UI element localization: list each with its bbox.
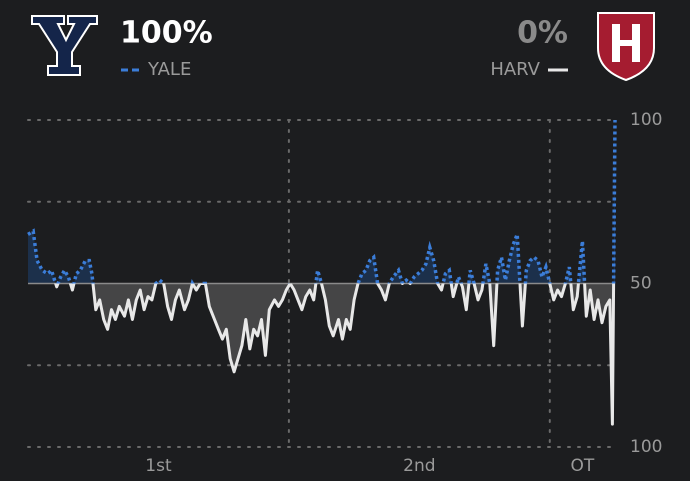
period-label: 1st <box>145 456 172 476</box>
harvard-logo <box>597 12 655 82</box>
legend-label: HARV <box>490 59 540 80</box>
team-probability: 0% <box>517 16 568 51</box>
period-label: 2nd <box>403 456 435 476</box>
area-above <box>28 120 615 284</box>
yale-logo <box>31 15 98 76</box>
y-tick-label: 100 <box>630 437 662 457</box>
period-label: OT <box>571 456 595 476</box>
line-below <box>54 283 616 426</box>
y-tick-label: 50 <box>630 274 652 294</box>
y-tick-label: 100 <box>630 110 662 130</box>
legend-label: YALE <box>147 59 191 80</box>
team-probability: 100% <box>120 16 213 51</box>
